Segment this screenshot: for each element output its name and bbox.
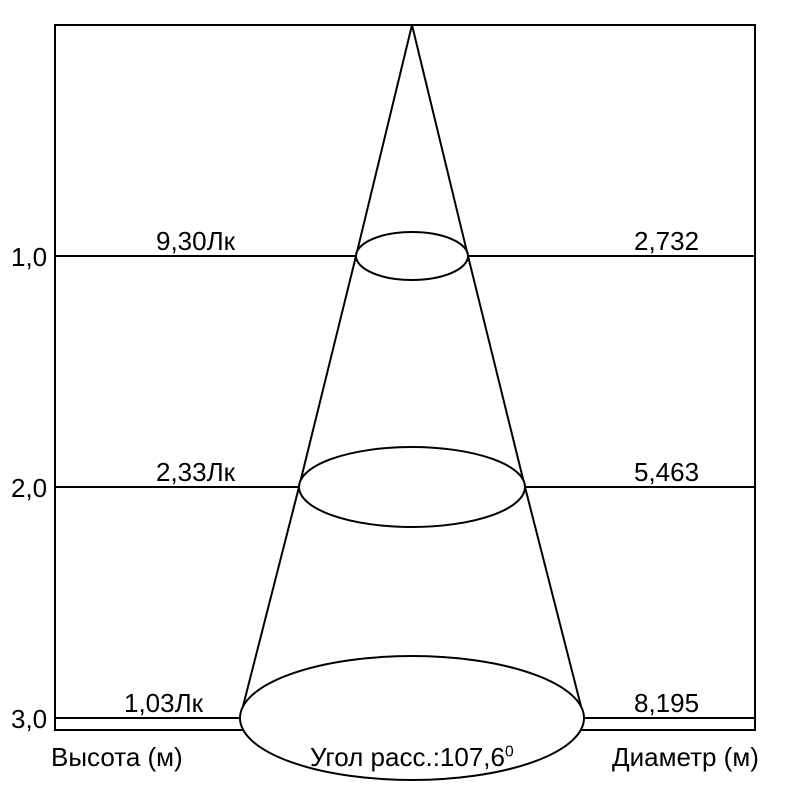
diagram-svg xyxy=(0,0,800,798)
height-axis-label: Высота (м) xyxy=(51,744,183,770)
beam-angle-label: Угол расс.:107,60 xyxy=(310,744,514,770)
diameter-value-2: 8,195 xyxy=(634,690,699,716)
beam-ellipse-1 xyxy=(299,447,525,527)
beam-ellipse-0 xyxy=(356,232,468,280)
height-value-1: 2,0 xyxy=(11,475,47,501)
diameter-value-1: 5,463 xyxy=(634,459,699,485)
cone-side-right-1 xyxy=(468,256,525,487)
cone-side-left-1 xyxy=(299,256,356,487)
diameter-value-0: 2,732 xyxy=(634,228,699,254)
frame xyxy=(55,25,755,730)
light-cone-diagram: 1,0 9,30Лк 2,732 2,0 2,33Лк 5,463 3,0 1,03Лк 8,1… xyxy=(0,0,800,798)
height-value-2: 3,0 xyxy=(11,706,47,732)
lux-value-0: 9,30Лк xyxy=(156,228,235,254)
height-value-0: 1,0 xyxy=(11,244,47,270)
diameter-axis-label: Диаметр (м) xyxy=(612,744,759,770)
cone-side-right-0 xyxy=(412,25,468,256)
cone-side-left-0 xyxy=(356,25,412,256)
lux-value-1: 2,33Лк xyxy=(156,459,235,485)
lux-value-2: 1,03Лк xyxy=(124,690,203,716)
